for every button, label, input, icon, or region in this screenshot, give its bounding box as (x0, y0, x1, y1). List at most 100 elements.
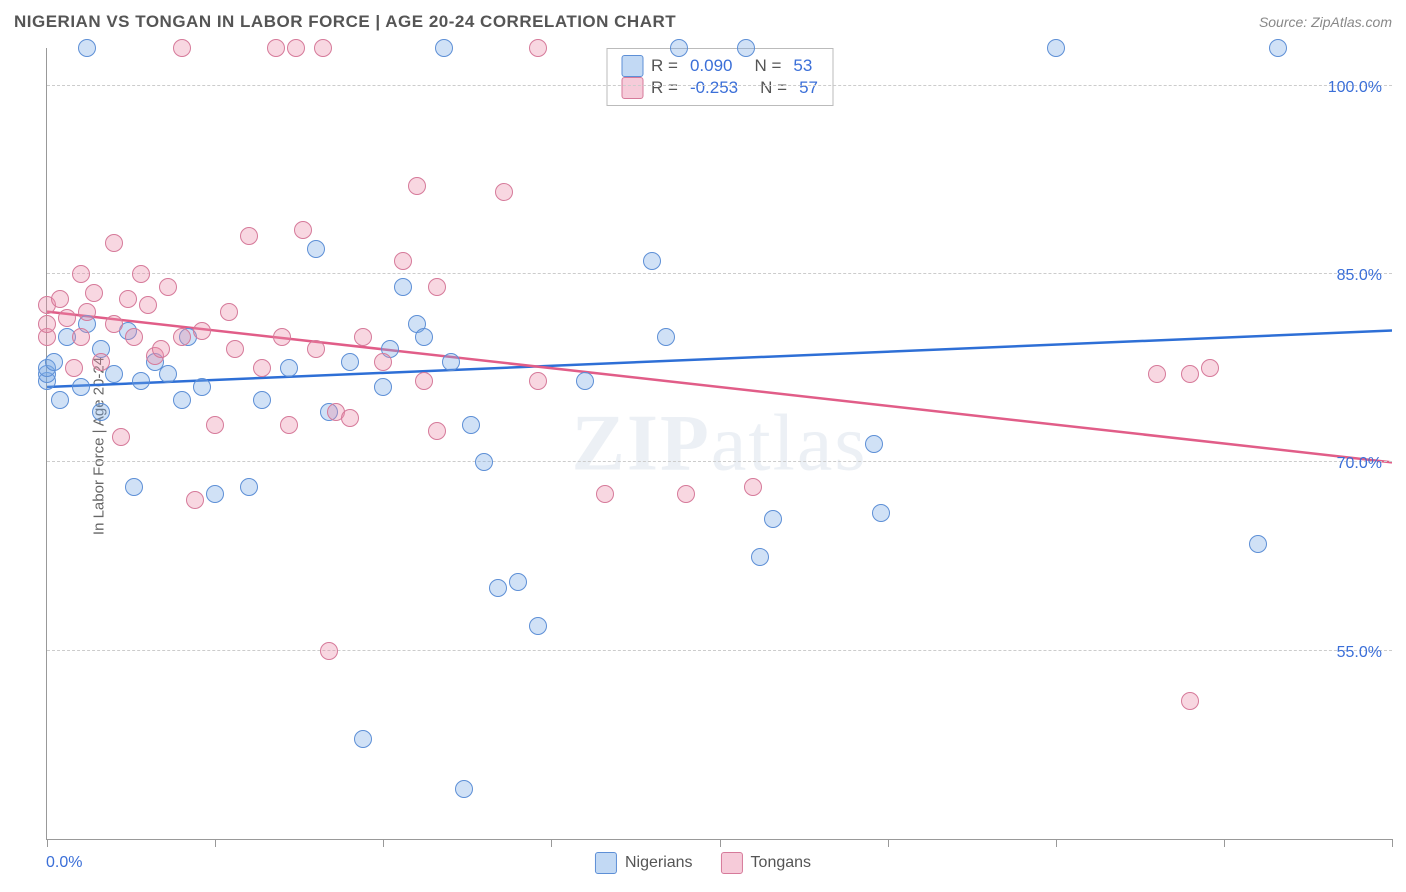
scatter-point-a (1047, 39, 1065, 57)
scatter-point-b (152, 340, 170, 358)
scatter-point-a (159, 365, 177, 383)
scatter-point-a (240, 478, 258, 496)
scatter-point-b (186, 491, 204, 509)
scatter-point-b (354, 328, 372, 346)
y-tick-label: 70.0% (1337, 455, 1382, 473)
scatter-point-a (354, 730, 372, 748)
trendline-b (47, 312, 1392, 463)
scatter-point-b (85, 284, 103, 302)
scatter-point-b (112, 428, 130, 446)
legend-item-nigerians: Nigerians (595, 852, 693, 874)
scatter-point-b (78, 303, 96, 321)
scatter-point-a (872, 504, 890, 522)
scatter-point-b (314, 39, 332, 57)
scatter-point-b (294, 221, 312, 239)
scatter-point-b (280, 416, 298, 434)
scatter-point-a (45, 353, 63, 371)
gridline (47, 273, 1392, 274)
scatter-point-b (374, 353, 392, 371)
scatter-point-a (1249, 535, 1267, 553)
scatter-point-b (287, 39, 305, 57)
scatter-point-a (489, 579, 507, 597)
scatter-point-b (341, 409, 359, 427)
trendlines (47, 48, 1392, 839)
scatter-point-a (751, 548, 769, 566)
scatter-point-b (307, 340, 325, 358)
scatter-point-b (529, 39, 547, 57)
scatter-point-a (529, 617, 547, 635)
scatter-point-a (125, 478, 143, 496)
scatter-point-b (320, 642, 338, 660)
x-tick (383, 839, 384, 847)
scatter-point-b (1148, 365, 1166, 383)
scatter-point-b (267, 39, 285, 57)
gridline (47, 461, 1392, 462)
swatch-nigerians-icon (621, 55, 643, 77)
y-tick-label: 85.0% (1337, 267, 1382, 285)
scatter-point-a (72, 378, 90, 396)
scatter-point-b (206, 416, 224, 434)
scatter-point-b (744, 478, 762, 496)
scatter-point-b (428, 278, 446, 296)
swatch-nigerians-icon (595, 852, 617, 874)
n-value-nigerians: 53 (793, 56, 812, 76)
scatter-point-a (206, 485, 224, 503)
legend-correlation: R = 0.090 N = 53 R = -0.253 N = 57 (606, 48, 833, 106)
scatter-point-b (92, 353, 110, 371)
scatter-point-a (509, 573, 527, 591)
scatter-point-b (72, 328, 90, 346)
scatter-point-a (737, 39, 755, 57)
scatter-point-b (529, 372, 547, 390)
scatter-point-b (596, 485, 614, 503)
scatter-point-b (139, 296, 157, 314)
x-axis-label: 0.0% (46, 854, 82, 872)
scatter-point-b (173, 328, 191, 346)
swatch-tongans-icon (621, 77, 643, 99)
scatter-point-b (226, 340, 244, 358)
x-tick (215, 839, 216, 847)
scatter-point-b (119, 290, 137, 308)
n-label: N = (754, 56, 781, 76)
scatter-point-a (1269, 39, 1287, 57)
scatter-point-a (307, 240, 325, 258)
scatter-point-b (1181, 692, 1199, 710)
scatter-point-a (643, 252, 661, 270)
watermark: ZIPatlas (572, 398, 868, 489)
legend-row-nigerians: R = 0.090 N = 53 (621, 55, 818, 77)
scatter-point-b (51, 290, 69, 308)
x-tick (1224, 839, 1225, 847)
scatter-point-a (92, 403, 110, 421)
scatter-point-b (1181, 365, 1199, 383)
r-label: R = (651, 56, 678, 76)
scatter-point-b (240, 227, 258, 245)
scatter-point-b (105, 234, 123, 252)
scatter-point-b (415, 372, 433, 390)
scatter-point-b (193, 322, 211, 340)
r-value-tongans: -0.253 (690, 78, 738, 98)
scatter-point-b (159, 278, 177, 296)
scatter-point-a (475, 453, 493, 471)
scatter-point-a (442, 353, 460, 371)
scatter-point-b (132, 265, 150, 283)
x-tick (888, 839, 889, 847)
scatter-point-b (253, 359, 271, 377)
scatter-point-b (273, 328, 291, 346)
scatter-point-b (58, 309, 76, 327)
scatter-point-a (193, 378, 211, 396)
gridline (47, 650, 1392, 651)
scatter-point-b (105, 315, 123, 333)
r-value-nigerians: 0.090 (690, 56, 733, 76)
scatter-point-b (495, 183, 513, 201)
x-tick (1392, 839, 1393, 847)
r-label: R = (651, 78, 678, 98)
scatter-point-a (280, 359, 298, 377)
scatter-point-a (657, 328, 675, 346)
scatter-point-a (455, 780, 473, 798)
scatter-point-b (220, 303, 238, 321)
swatch-tongans-icon (721, 852, 743, 874)
chart-title: NIGERIAN VS TONGAN IN LABOR FORCE | AGE … (14, 12, 676, 32)
legend-item-tongans: Tongans (721, 852, 812, 874)
scatter-point-a (576, 372, 594, 390)
scatter-point-b (173, 39, 191, 57)
x-tick (551, 839, 552, 847)
